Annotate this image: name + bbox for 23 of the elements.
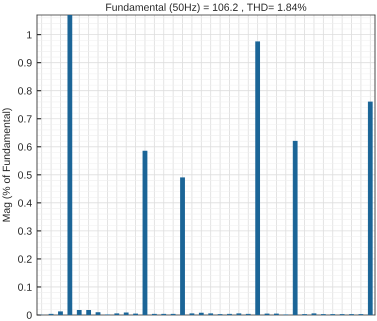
y-axis-title: Mag (% of Fundamental)	[2, 108, 12, 222]
y-tick-label: 0.9	[18, 59, 32, 67]
y-tick-label: 0.8	[18, 87, 32, 95]
bar	[86, 310, 92, 315]
bar	[96, 312, 100, 315]
y-tick-label: 0.2	[18, 255, 32, 263]
y-tick-label: 1	[27, 31, 32, 38]
bar	[58, 311, 63, 315]
y-tick-label: 0.5	[18, 171, 32, 179]
bar	[180, 177, 185, 315]
bar	[124, 312, 129, 315]
y-tick-label: 0.3	[18, 227, 32, 235]
bar	[368, 102, 373, 315]
bar	[292, 140, 298, 315]
bar	[142, 150, 148, 315]
y-tick-label: 0	[26, 312, 32, 319]
chart-title: Fundamental (50Hz) = 106.2 , THD= 1.84%	[106, 3, 306, 13]
y-tick-label: 0.6	[18, 143, 32, 151]
y-tick-label: 0.1	[18, 283, 32, 291]
bar	[76, 310, 82, 315]
bar	[255, 41, 260, 315]
y-tick-label: 0.7	[18, 115, 32, 123]
y-tick-label: 0.4	[18, 199, 32, 207]
